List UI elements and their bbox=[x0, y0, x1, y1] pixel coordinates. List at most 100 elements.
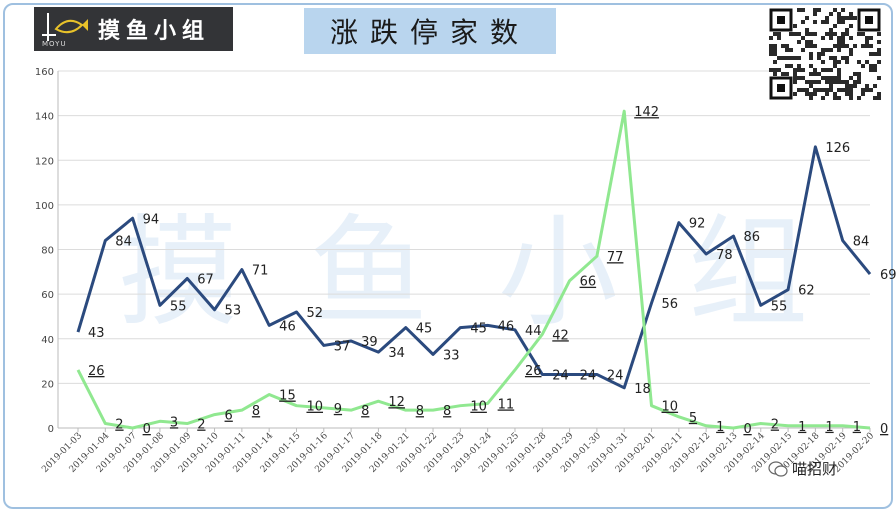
qr-module bbox=[833, 80, 837, 84]
qr-module bbox=[869, 88, 873, 92]
qr-module bbox=[781, 44, 785, 48]
qr-module bbox=[861, 88, 865, 92]
data-label: 8 bbox=[416, 404, 424, 419]
qr-module bbox=[793, 80, 797, 84]
qr-module bbox=[857, 32, 861, 36]
qr-module bbox=[829, 68, 833, 72]
qr-module bbox=[837, 76, 841, 80]
qr-module bbox=[797, 64, 801, 68]
data-label: 39 bbox=[361, 335, 378, 350]
data-label: 24 bbox=[552, 368, 569, 383]
qr-module bbox=[769, 52, 773, 56]
data-label: 1 bbox=[825, 420, 833, 435]
qr-module bbox=[877, 96, 881, 100]
qr-module bbox=[869, 44, 873, 48]
qr-module bbox=[825, 32, 829, 36]
qr-module bbox=[809, 92, 813, 96]
qr-module bbox=[785, 48, 789, 52]
qr-module bbox=[841, 20, 845, 24]
qr-module bbox=[809, 32, 813, 36]
qr-module bbox=[821, 76, 825, 80]
qr-module bbox=[797, 32, 801, 36]
qr-finder-core bbox=[777, 84, 785, 92]
qr-module bbox=[809, 44, 813, 48]
qr-module bbox=[797, 40, 801, 44]
data-label: 66 bbox=[580, 275, 597, 290]
y-tick-label: 0 bbox=[48, 424, 54, 435]
qr-module bbox=[833, 76, 837, 80]
qr-module bbox=[813, 80, 817, 84]
qr-module bbox=[821, 60, 825, 64]
qr-module bbox=[845, 80, 849, 84]
qr-module bbox=[793, 56, 797, 60]
qr-module bbox=[825, 88, 829, 92]
qr-module bbox=[829, 84, 833, 88]
data-label: 55 bbox=[771, 299, 788, 314]
qr-module bbox=[801, 48, 805, 52]
qr-module bbox=[853, 80, 857, 84]
series-lines bbox=[76, 109, 872, 430]
data-label: 2 bbox=[771, 418, 779, 433]
qr-module bbox=[773, 68, 777, 72]
qr-module bbox=[777, 32, 781, 36]
qr-module bbox=[809, 52, 813, 56]
qr-module bbox=[805, 16, 809, 20]
qr-module bbox=[837, 80, 841, 84]
qr-module bbox=[825, 48, 829, 52]
qr-finder bbox=[857, 8, 881, 32]
qr-module bbox=[833, 24, 837, 28]
qr-module bbox=[833, 56, 837, 60]
qr-module bbox=[801, 76, 805, 80]
qr-module bbox=[833, 64, 837, 68]
data-label: 24 bbox=[580, 368, 597, 383]
data-label: 8 bbox=[252, 404, 260, 419]
qr-module bbox=[821, 52, 825, 56]
data-label: 126 bbox=[825, 141, 850, 156]
data-label: 0 bbox=[880, 422, 888, 437]
qr-finder bbox=[769, 76, 793, 100]
brand-sub: MOYU bbox=[42, 40, 67, 48]
qr-module bbox=[865, 60, 869, 64]
qr-module bbox=[849, 36, 853, 40]
qr-module bbox=[829, 80, 833, 84]
fish-logo-icon: MOYU bbox=[34, 7, 92, 51]
qr-module bbox=[849, 88, 853, 92]
qr-module bbox=[833, 60, 837, 64]
qr-module bbox=[865, 88, 869, 92]
qr-module bbox=[793, 76, 797, 80]
qr-module bbox=[853, 16, 857, 20]
qr-module bbox=[805, 92, 809, 96]
qr-module bbox=[865, 44, 869, 48]
qr-module bbox=[817, 72, 821, 76]
qr-module bbox=[809, 84, 813, 88]
data-label: 3 bbox=[170, 415, 178, 430]
qr-module bbox=[861, 64, 865, 68]
qr-module bbox=[849, 48, 853, 52]
qr-module bbox=[813, 8, 817, 12]
data-label: 26 bbox=[88, 364, 105, 379]
gridlines bbox=[58, 70, 870, 429]
qr-module bbox=[813, 20, 817, 24]
qr-module bbox=[809, 80, 813, 84]
data-label: 8 bbox=[443, 404, 451, 419]
qr-module bbox=[769, 48, 773, 52]
data-label: 10 bbox=[306, 400, 323, 415]
data-label: 46 bbox=[279, 319, 296, 334]
data-label: 8 bbox=[361, 404, 369, 419]
qr-module bbox=[797, 76, 801, 80]
qr-module bbox=[833, 44, 837, 48]
qr-finder bbox=[769, 8, 793, 32]
qr-module bbox=[805, 44, 809, 48]
qr-module bbox=[877, 60, 881, 64]
qr-module bbox=[829, 36, 833, 40]
qr-module bbox=[805, 28, 809, 32]
qr-module bbox=[857, 72, 861, 76]
qr-module bbox=[857, 96, 861, 100]
qr-module bbox=[829, 28, 833, 32]
data-label: 56 bbox=[662, 297, 679, 312]
qr-module bbox=[877, 48, 881, 52]
qr-module bbox=[849, 52, 853, 56]
qr-module bbox=[829, 56, 833, 60]
qr-module bbox=[793, 24, 797, 28]
qr-module bbox=[777, 36, 781, 40]
